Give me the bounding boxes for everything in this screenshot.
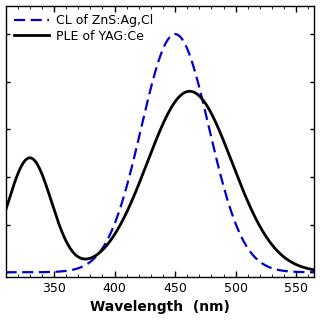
CL of ZnS:Ag,Cl xyxy=(173,32,177,36)
CL of ZnS:Ag,Cl xyxy=(4,270,7,274)
PLE of YAG:Ce xyxy=(135,186,139,189)
PLE of YAG:Ce xyxy=(313,268,316,272)
PLE of YAG:Ce xyxy=(4,209,7,212)
Legend: CL of ZnS:Ag,Cl, PLE of YAG:Ce: CL of ZnS:Ag,Cl, PLE of YAG:Ce xyxy=(12,12,155,45)
Line: PLE of YAG:Ce: PLE of YAG:Ce xyxy=(5,91,315,270)
CL of ZnS:Ag,Cl xyxy=(39,270,43,274)
X-axis label: Wavelength  (nm): Wavelength (nm) xyxy=(90,300,230,315)
PLE of YAG:Ce xyxy=(57,222,61,226)
CL of ZnS:Ag,Cl xyxy=(307,270,310,274)
CL of ZnS:Ag,Cl xyxy=(122,194,126,198)
CL of ZnS:Ag,Cl xyxy=(313,270,316,274)
PLE of YAG:Ce xyxy=(273,247,277,251)
PLE of YAG:Ce xyxy=(307,267,310,271)
CL of ZnS:Ag,Cl xyxy=(135,142,139,146)
PLE of YAG:Ce xyxy=(122,216,126,220)
PLE of YAG:Ce xyxy=(39,169,43,173)
CL of ZnS:Ag,Cl xyxy=(57,270,61,274)
CL of ZnS:Ag,Cl xyxy=(273,267,277,271)
Line: CL of ZnS:Ag,Cl: CL of ZnS:Ag,Cl xyxy=(5,34,315,272)
PLE of YAG:Ce xyxy=(188,89,192,93)
